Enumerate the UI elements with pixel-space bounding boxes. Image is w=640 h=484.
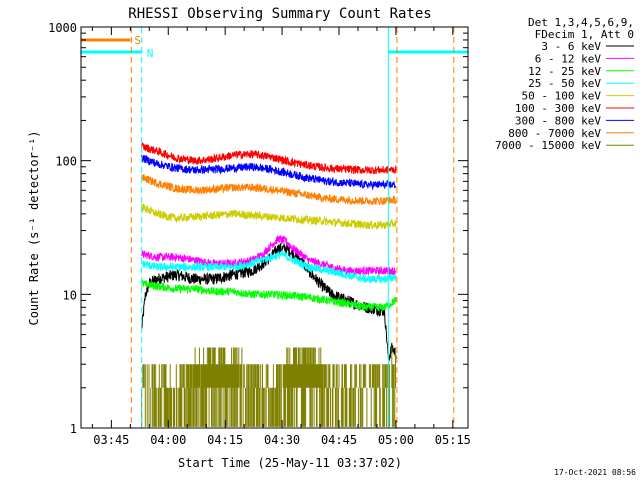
legend: Det 1,3,4,5,6,9,FDecim 1, Att 03 - 6 keV…: [495, 16, 634, 152]
y-axis-label: Count Rate (s⁻¹ detector⁻¹): [27, 130, 41, 325]
series-line-12-25-kev: [141, 279, 397, 312]
legend-header-line: FDecim 1, Att 0: [535, 28, 634, 41]
x-tick-label: 03:45: [93, 433, 129, 447]
legend-label: 7000 - 15000 keV: [495, 139, 601, 152]
legend-label: 25 - 50 keV: [528, 77, 601, 90]
legend-label: 100 - 300 keV: [515, 102, 601, 115]
series-line-300-800-kev: [141, 154, 397, 191]
legend-label: 50 - 100 keV: [522, 90, 602, 103]
legend-label: 300 - 800 keV: [515, 114, 601, 127]
legend-label: 800 - 7000 keV: [508, 127, 601, 140]
series-line-50-100-kev: [141, 203, 397, 230]
x-tick-label: 04:45: [321, 433, 357, 447]
night-label: N: [147, 47, 154, 60]
series-line-25-50-kev: [141, 250, 397, 284]
legend-label: 6 - 12 keV: [535, 52, 602, 65]
y-tick-label: 10: [63, 288, 77, 302]
saa-label: S: [134, 34, 141, 47]
x-tick-label: 04:00: [150, 433, 186, 447]
y-tick-label: 1: [70, 422, 77, 436]
legend-header-line: Det 1,3,4,5,6,9,: [528, 16, 634, 29]
x-tick-label: 05:00: [378, 433, 414, 447]
plot-frame: [80, 26, 469, 429]
chart-title: RHESSI Observing Summary Count Rates: [128, 6, 431, 22]
timestamp: 17-Oct-2021 08:56: [554, 468, 636, 477]
x-tick-label: 04:30: [264, 433, 300, 447]
series-line-100-300-kev: [141, 142, 397, 175]
x-axis-label: Start Time (25-May-11 03:37:02): [178, 456, 402, 470]
series-line-800-7000-kev: [141, 173, 397, 206]
y-tick-label: 100: [55, 155, 77, 169]
y-tick-label: 1000: [48, 21, 77, 35]
legend-label: 12 - 25 keV: [528, 65, 601, 78]
legend-label: 3 - 6 keV: [541, 40, 601, 53]
x-tick-label: 04:15: [207, 433, 243, 447]
x-tick-label: 05:15: [435, 433, 471, 447]
axes-group: 03:45 04:00 04:15 04:30 04:45 05:00 05:15 1 10 10…: [48, 21, 471, 447]
